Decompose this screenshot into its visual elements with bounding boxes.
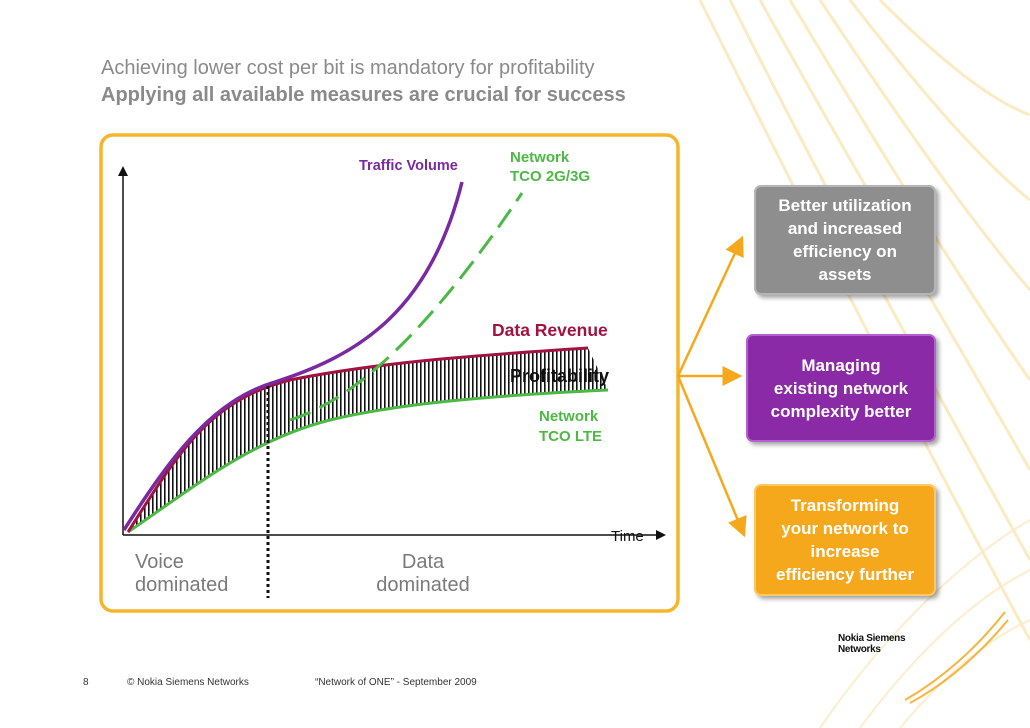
profitability-label: Profitability	[510, 366, 609, 386]
network-tco-lte-label-line1: Network	[539, 408, 599, 425]
x-axis-arrow	[656, 530, 666, 540]
slide-title: Achieving lower cost per bit is mandator…	[101, 57, 595, 79]
measure-box-utilization: Better utilization and increased efficie…	[754, 185, 936, 295]
logo-line-2: Networks	[838, 644, 881, 655]
measure-box-complexity-text: Managing existing network complexity bet…	[770, 355, 912, 421]
measure-box-utilization-text: Better utilization and increased efficie…	[778, 196, 912, 284]
voice-dominated-label-line2: dominated	[135, 574, 228, 596]
traffic-volume-label: Traffic Volume	[359, 158, 458, 174]
page-number: 8	[83, 677, 89, 688]
connector-arrow-3	[676, 375, 747, 538]
data-revenue-label: Data Revenue	[492, 320, 608, 340]
network-tco-lte-curve	[127, 388, 609, 534]
connector-arrow-1	[676, 235, 744, 377]
measure-connectors	[676, 235, 747, 538]
footer-copyright: © Nokia Siemens Networks	[127, 677, 249, 688]
y-axis-arrow	[118, 166, 128, 176]
footer-event: “Network of ONE” - September 2009	[315, 677, 477, 688]
network-tco-lte-label-line2: TCO LTE	[539, 428, 602, 445]
measure-box-transforming-text: Transforming your network to increase ef…	[776, 496, 914, 584]
data-dominated-label-line2: dominated	[376, 574, 469, 596]
company-logo: Nokia Siemens Networks	[838, 633, 906, 655]
network-tco-2g3g-label-line1: Network	[510, 149, 570, 166]
voice-dominated-label-line1: Voice	[135, 551, 184, 573]
measure-box-complexity: Managing existing network complexity bet…	[746, 334, 936, 442]
diagram-frame	[99, 133, 680, 613]
network-tco-2g3g-curve	[289, 192, 524, 422]
network-tco-2g3g-label-line2: TCO 2G/3G	[510, 168, 590, 185]
traffic-volume-curve	[122, 181, 464, 531]
data-dominated-label-line1: Data	[402, 551, 445, 573]
slide-subtitle: Applying all available measures are cruc…	[101, 84, 626, 106]
time-axis-label: Time	[611, 528, 644, 545]
measure-box-transforming: Transforming your network to increase ef…	[754, 484, 936, 596]
data-revenue-curve	[126, 346, 589, 533]
logo-line-1: Nokia Siemens	[838, 633, 906, 644]
profitability-band	[128, 348, 608, 532]
